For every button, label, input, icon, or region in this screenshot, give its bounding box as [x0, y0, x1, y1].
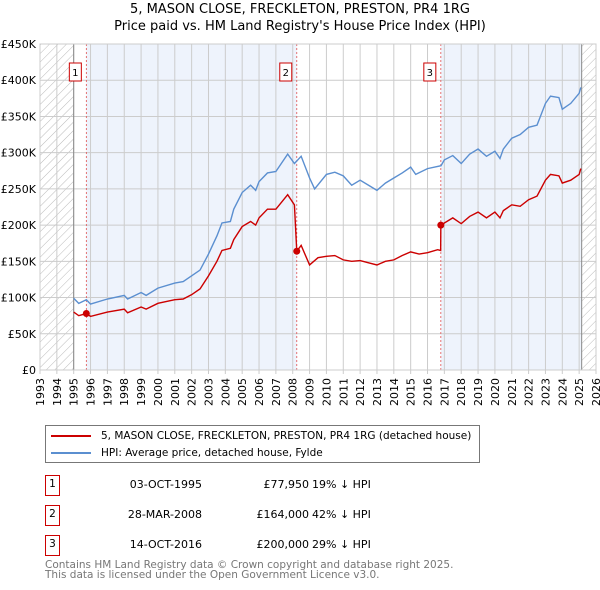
- x-tick-label: 1996: [85, 378, 98, 406]
- legend: 5, MASON CLOSE, FRECKLETON, PRESTON, PR4…: [45, 425, 480, 463]
- y-tick-label: £300K: [1, 147, 37, 160]
- sale-label-box: [68, 62, 82, 82]
- sale-badge: 3: [45, 535, 60, 556]
- y-tick-label: £450K: [1, 38, 37, 51]
- sale-row: 2 28-MAR-2008 £164,000 42% ↓ HPI: [45, 505, 445, 526]
- x-tick-label: 2001: [169, 378, 182, 406]
- y-tick-label: £0: [22, 364, 36, 377]
- x-tick-label: 2025: [573, 378, 586, 406]
- y-tick-label: £250K: [1, 183, 37, 196]
- x-tick-label: 2024: [556, 378, 569, 406]
- x-tick-label: 2003: [202, 378, 215, 406]
- series-line: [73, 168, 582, 318]
- y-tick-label: £350K: [1, 110, 37, 123]
- x-tick-label: 2013: [371, 378, 384, 406]
- sale-price: £77,950: [263, 478, 310, 491]
- x-tick-label: 1994: [51, 378, 64, 406]
- x-tick-label: 2020: [489, 378, 502, 406]
- plot-border: [39, 43, 597, 371]
- chart-subtitle: Price paid vs. HM Land Registry's House …: [114, 19, 486, 34]
- sale-label: 2: [283, 68, 289, 79]
- y-tick-label: £100K: [1, 292, 37, 305]
- x-tick-label: 1993: [34, 378, 47, 406]
- x-tick-label: 1998: [118, 378, 131, 406]
- sale-hpi-diff: 42% ↓ HPI: [312, 508, 371, 521]
- sale-hpi-diff: 29% ↓ HPI: [312, 538, 371, 551]
- price-chart: 1993 1994 1995 1996 1997 1998 1999 2000 2001 2002…: [1, 38, 600, 406]
- sale-date: 03-OCT-1995: [129, 478, 202, 491]
- x-tick-label: 2015: [405, 378, 418, 406]
- sale-label-box: [279, 62, 293, 82]
- x-tick-label: 1995: [68, 378, 81, 406]
- legend-swatch: [51, 435, 91, 437]
- sale-row: 3 14-OCT-2016 £200,000 29% ↓ HPI: [45, 535, 445, 556]
- footer: Contains HM Land Registry data © Crown c…: [45, 559, 454, 581]
- y-tick-label: £400K: [1, 74, 37, 87]
- y-tick-label: £50K: [8, 328, 37, 341]
- sale-point: [437, 221, 445, 229]
- hatched-region-post: [581, 44, 596, 370]
- legend-item-hpi: HPI: Average price, detached house, Fyld…: [46, 445, 323, 461]
- x-tick-label: 2011: [337, 378, 350, 406]
- x-tick-label: 2016: [422, 378, 435, 406]
- x-tick-label: 1997: [101, 378, 114, 406]
- x-tick-label: 2005: [236, 378, 249, 406]
- x-tick-label: 2022: [523, 378, 536, 406]
- x-tick-label: 2009: [304, 378, 317, 406]
- sale-point: [82, 310, 90, 318]
- sale-badge: 1: [45, 475, 60, 496]
- sale-badge: 2: [45, 505, 60, 526]
- x-tick-label: 2012: [354, 378, 367, 406]
- legend-label: 5, MASON CLOSE, FRECKLETON, PRESTON, PR4…: [101, 430, 472, 442]
- x-tick-label: 2026: [590, 378, 600, 406]
- chart-title: 5, MASON CLOSE, FRECKLETON, PRESTON, PR4…: [130, 2, 470, 17]
- x-tick-label: 2021: [506, 378, 519, 406]
- shade-period-3: [440, 44, 582, 370]
- sale-date: 28-MAR-2008: [127, 508, 202, 521]
- sale-hpi-diff: 19% ↓ HPI: [312, 478, 371, 491]
- sale-label-box: [423, 62, 437, 82]
- footer-line: Contains HM Land Registry data © Crown c…: [45, 559, 454, 571]
- y-tick-label: £200K: [1, 219, 37, 232]
- x-tick-label: 2000: [152, 378, 165, 406]
- x-tick-label: 2002: [186, 378, 199, 406]
- x-tick-label: 2010: [320, 378, 333, 406]
- sale-price: £200,000: [256, 538, 310, 551]
- x-tick-label: 2007: [270, 378, 283, 406]
- y-tick-label: £150K: [1, 255, 37, 268]
- series-line: [73, 87, 582, 305]
- sale-date: 14-OCT-2016: [129, 538, 202, 551]
- x-tick-label: 2018: [455, 378, 468, 406]
- x-tick-label: 2017: [438, 378, 451, 406]
- sale-row: 1 03-OCT-1995 £77,950 19% ↓ HPI: [45, 475, 445, 496]
- x-tick-label: 1999: [135, 378, 148, 406]
- legend-label: HPI: Average price, detached house, Fyld…: [101, 447, 323, 459]
- x-tick-label: 2019: [472, 378, 485, 406]
- x-tick-label: 2023: [539, 378, 552, 406]
- sale-label: 1: [72, 68, 78, 79]
- legend-swatch: [51, 452, 91, 454]
- x-tick-label: 2004: [219, 378, 232, 406]
- legend-item-property: 5, MASON CLOSE, FRECKLETON, PRESTON, PR4…: [46, 428, 471, 444]
- x-tick-label: 2014: [388, 378, 401, 406]
- sale-point: [293, 247, 301, 255]
- footer-line: This data is licensed under the Open Gov…: [45, 569, 380, 581]
- x-tick-label: 2008: [287, 378, 300, 406]
- sale-label: 3: [427, 68, 433, 79]
- x-tick-label: 2006: [253, 378, 266, 406]
- sale-price: £164,000: [256, 508, 310, 521]
